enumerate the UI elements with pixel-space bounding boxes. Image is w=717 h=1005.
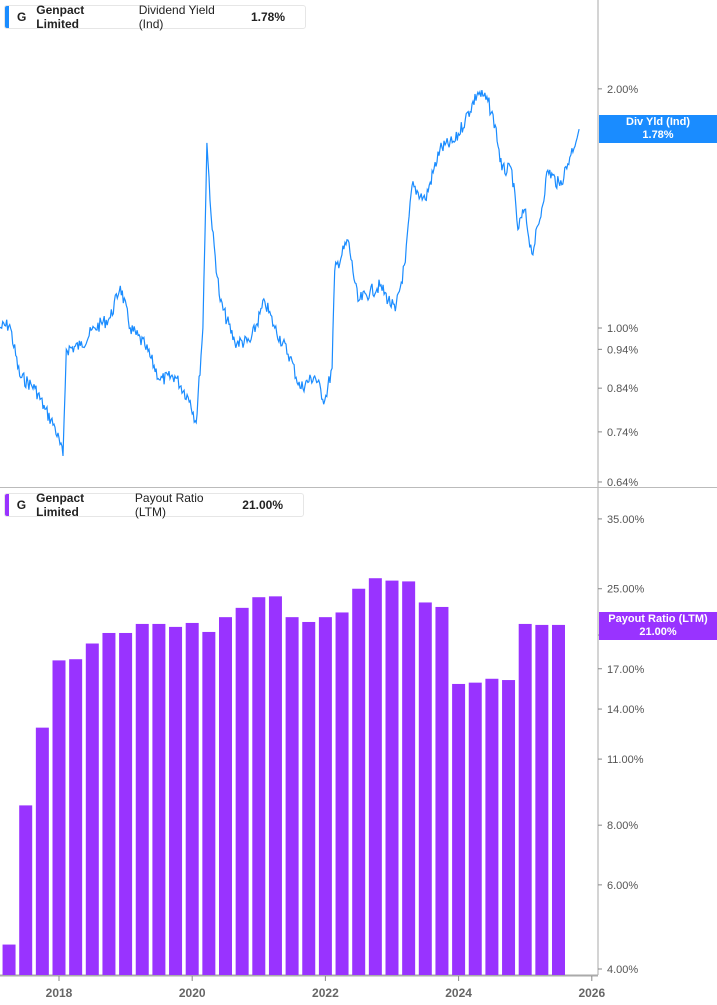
y-tick-label: 4.00% [607, 964, 638, 976]
payout-bar [335, 612, 349, 975]
y-tick-label: 2.00% [607, 84, 638, 96]
payout-bar [435, 606, 449, 975]
payout-bar [268, 596, 282, 975]
x-tick-label: 2020 [179, 986, 206, 1000]
payout-bar [468, 682, 482, 975]
payout-bar [185, 622, 199, 975]
y-tick-label: 8.00% [607, 820, 638, 832]
y-tick-label: 1.00% [607, 323, 638, 335]
payout-bar [52, 660, 66, 975]
payout-bar [502, 680, 516, 975]
x-tick-label: 2018 [46, 986, 73, 1000]
series-color-marker [5, 6, 9, 28]
tag-label: Payout Ratio (LTM) [608, 613, 708, 625]
series-color-marker [5, 494, 9, 516]
payout-bar [119, 632, 133, 975]
x-tick-label: 2024 [445, 986, 472, 1000]
payout-bar [418, 602, 432, 975]
payout-bar [485, 678, 499, 975]
y-tick-label: 0.94% [607, 344, 638, 356]
payout-bar [152, 623, 166, 975]
y-tick-label: 14.00% [607, 704, 645, 716]
tag-value: 1.78% [642, 129, 674, 141]
y-tick-label: 6.00% [607, 880, 638, 892]
y-tick-label: 11.00% [607, 754, 644, 766]
dividend-legend[interactable]: G Genpact Limited Dividend Yield (Ind) 1… [4, 3, 306, 31]
y-tick-label: 0.74% [607, 427, 638, 439]
payout-bar [19, 805, 33, 975]
ticker: G [16, 498, 27, 512]
payout-bar [252, 597, 266, 975]
payout-legend[interactable]: G Genpact Limited Payout Ratio (LTM) 21.… [4, 491, 304, 519]
metric-value: 1.78% [250, 10, 285, 24]
tag-label: Div Yld (Ind) [626, 116, 690, 128]
y-tick-label: 17.00% [607, 664, 645, 676]
x-tick-label: 2022 [312, 986, 339, 1000]
payout-bar [385, 580, 399, 975]
ticker: G [16, 10, 27, 24]
payout-value-tag: Payout Ratio (LTM) 21.00% [599, 612, 717, 640]
payout-bar [318, 617, 332, 975]
payout-bar [169, 626, 183, 975]
company-name: Genpact Limited [36, 491, 85, 519]
payout-bar [235, 607, 249, 975]
payout-bar [135, 623, 149, 975]
metric-name: Payout Ratio (LTM) [134, 491, 204, 519]
y-tick-label: 35.00% [607, 514, 645, 526]
metric-name: Dividend Yield (Ind) [138, 3, 215, 31]
payout-bar [85, 643, 99, 975]
y-tick-label: 25.00% [607, 584, 645, 596]
payout-bar [202, 631, 216, 975]
payout-bar [35, 727, 49, 975]
payout-bar [535, 624, 549, 975]
payout-bar [552, 624, 565, 975]
payout-bar [285, 617, 299, 975]
payout-bar [368, 578, 382, 975]
payout-bar [2, 944, 16, 975]
company-name: Genpact Limited [36, 3, 85, 31]
metric-value: 21.00% [242, 498, 283, 512]
payout-bar [402, 581, 416, 975]
payout-bar [302, 621, 316, 975]
y-tick-label: 0.84% [607, 383, 638, 395]
dividend-yield-line [0, 89, 580, 457]
payout-bar [219, 617, 232, 975]
payout-bar [518, 623, 532, 975]
dividend-value-tag: Div Yld (Ind) 1.78% [599, 115, 717, 143]
x-tick-label: 2026 [578, 986, 605, 1000]
payout-bar [69, 659, 83, 975]
payout-bar [352, 588, 366, 975]
y-tick-label: 0.64% [607, 477, 638, 489]
payout-bar [452, 683, 466, 975]
tag-value: 21.00% [639, 626, 677, 638]
payout-bar [102, 632, 116, 975]
